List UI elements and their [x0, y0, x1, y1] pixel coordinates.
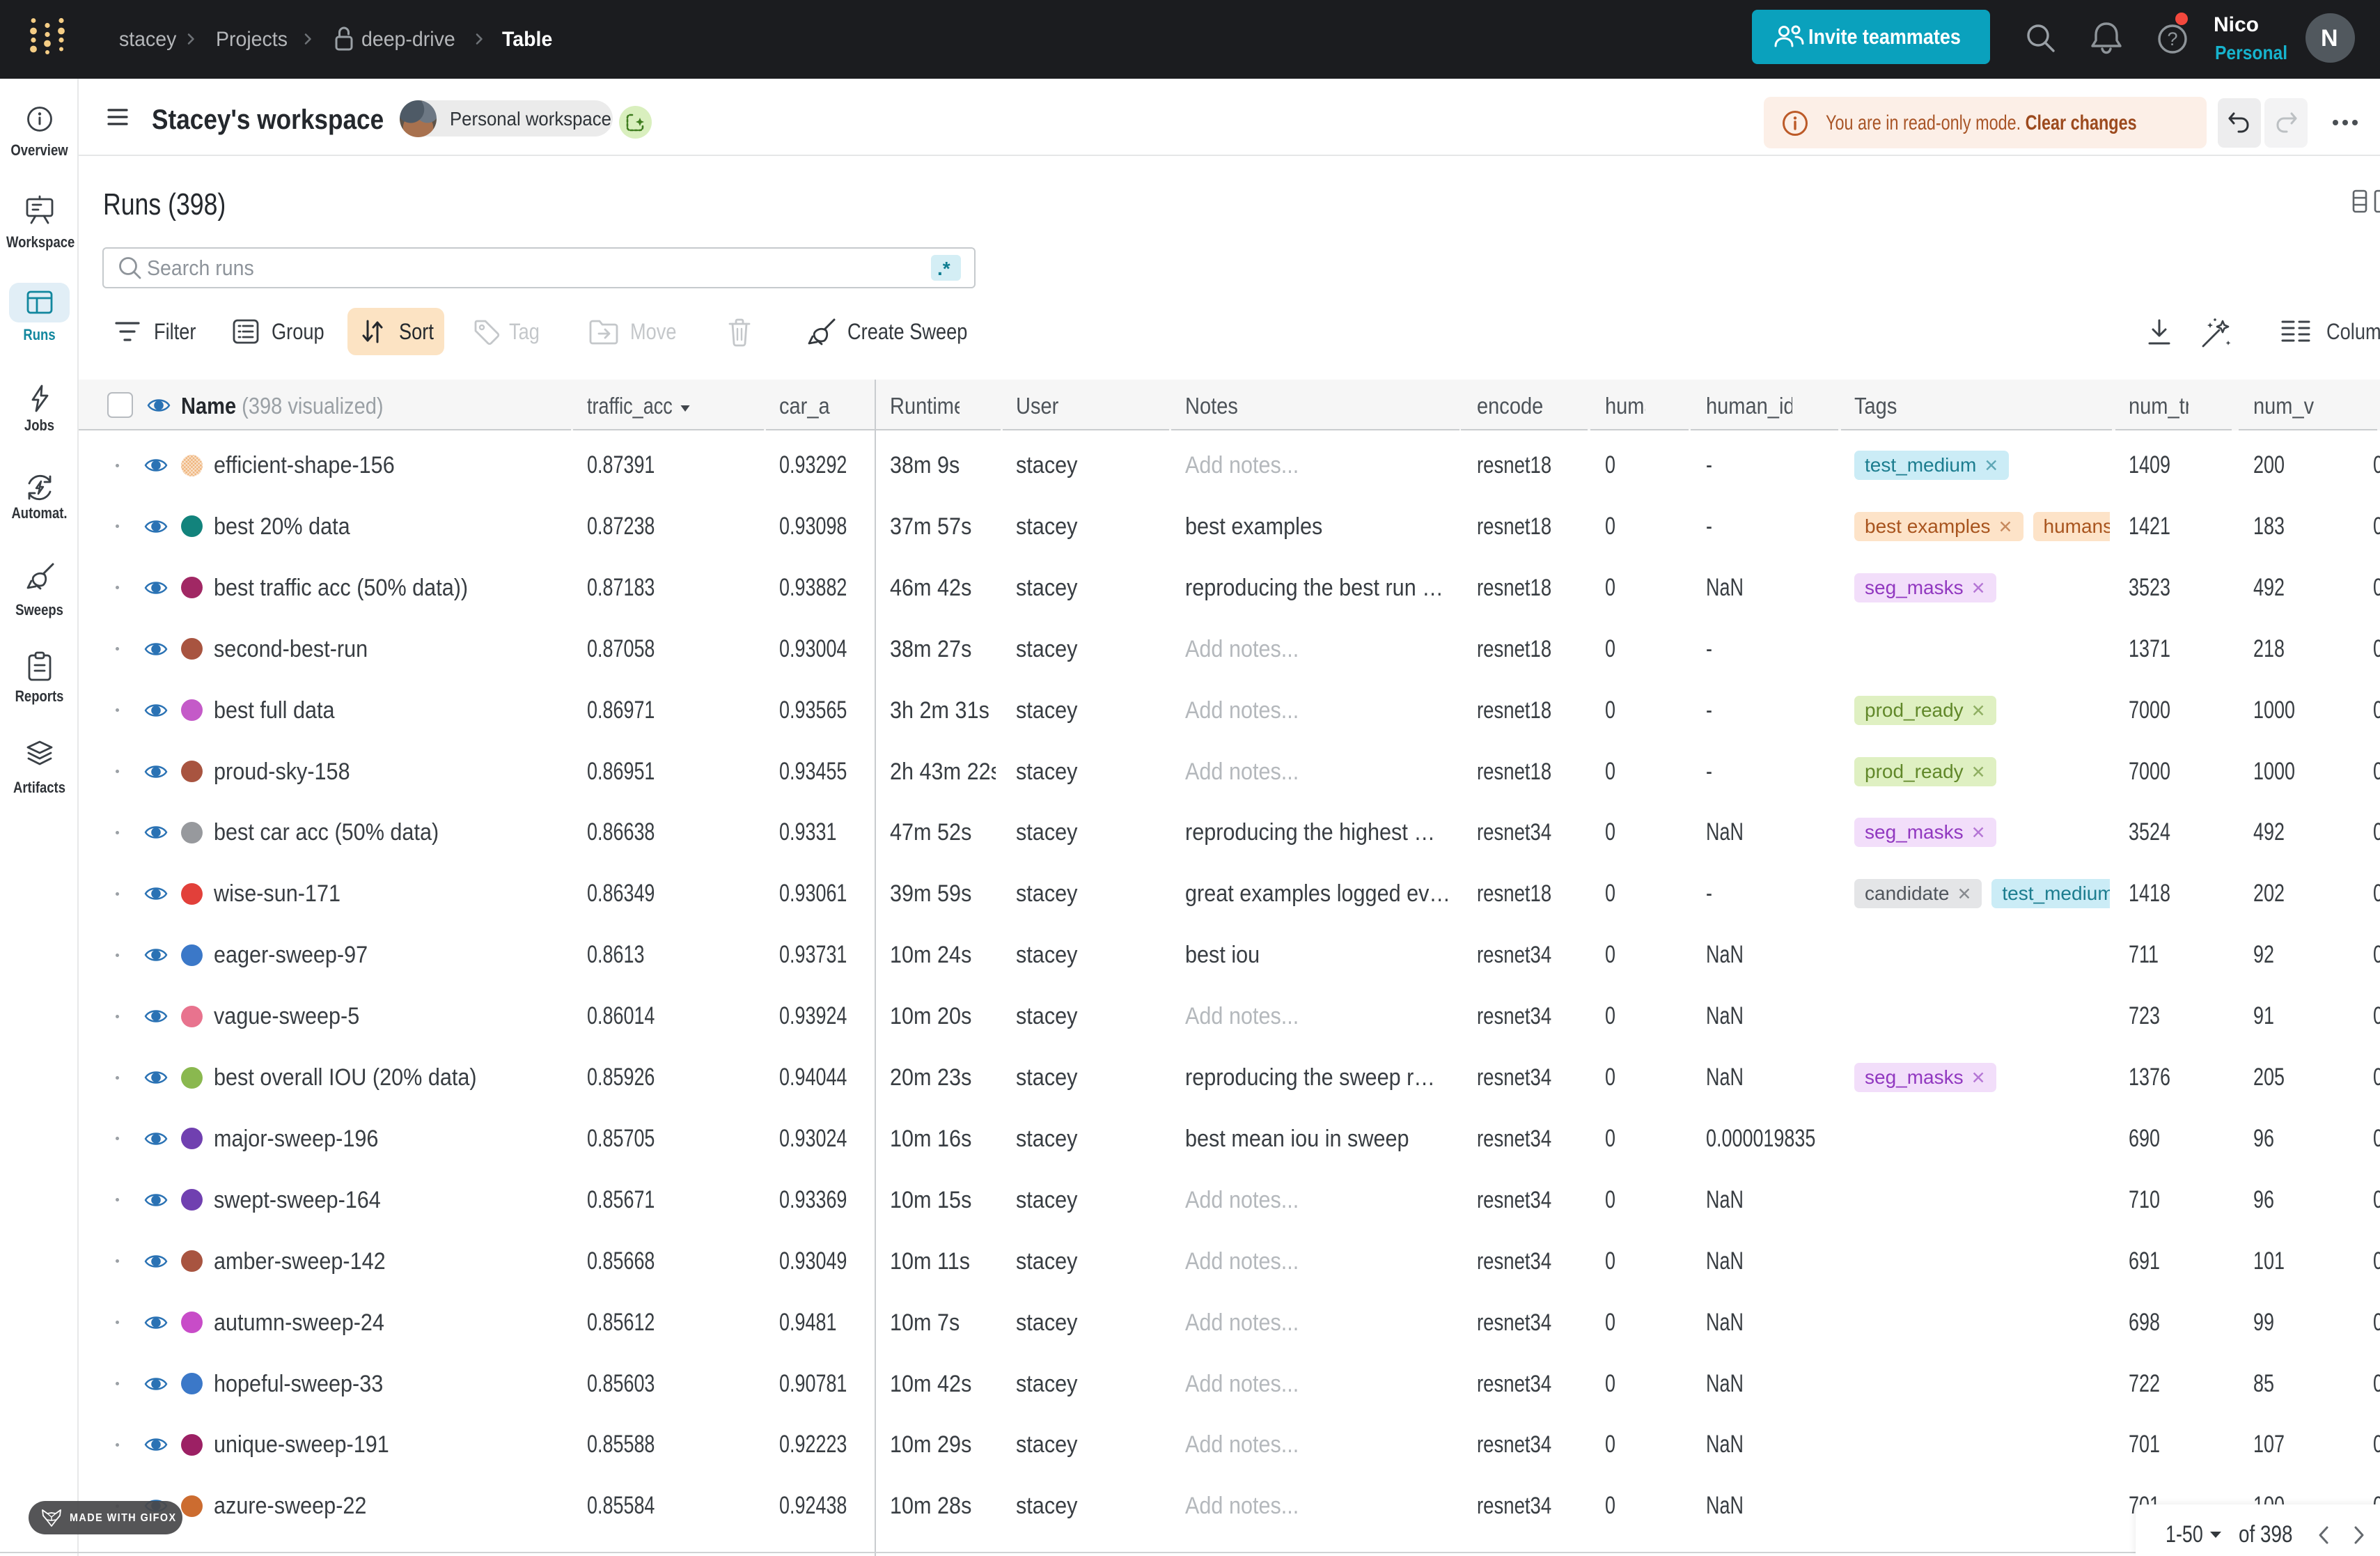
- svg-text:?: ?: [2167, 29, 2177, 49]
